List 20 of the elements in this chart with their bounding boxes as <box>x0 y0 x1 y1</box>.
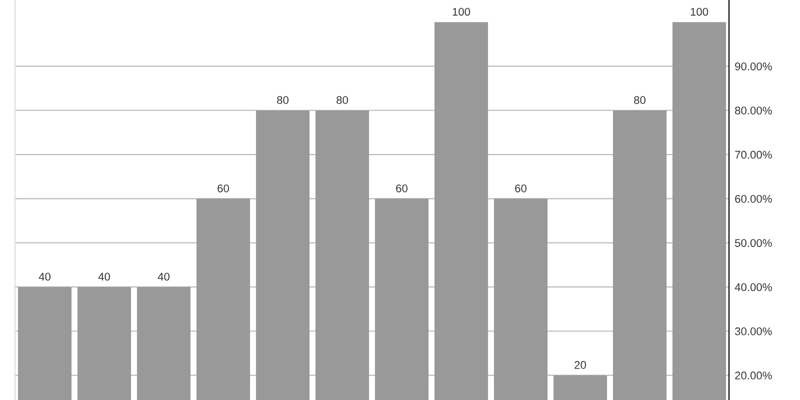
data-label: 60 <box>218 184 229 192</box>
data-label: 20 <box>574 361 586 369</box>
y-tick-label: 90.00% <box>735 62 772 70</box>
data-label: 80 <box>634 96 646 104</box>
y-tick-label: 60.00% <box>735 194 772 203</box>
y-tick-label: 80.00% <box>735 106 772 115</box>
y-tick-label: 20.00% <box>735 372 772 380</box>
data-label: 40 <box>158 272 170 281</box>
data-label: 60 <box>396 184 408 192</box>
data-label: 60 <box>515 184 526 192</box>
y-tick-label: 40.00% <box>734 283 772 292</box>
data-label: 80 <box>277 96 288 104</box>
y-tick-label: 30.00% <box>734 327 772 336</box>
y-tick-label: 50.00% <box>735 239 772 247</box>
data-label: 40 <box>38 272 50 281</box>
y-tick-label: 70.00% <box>735 150 772 159</box>
data-label: 100 <box>690 8 708 16</box>
data-label: 100 <box>452 8 470 16</box>
data-label: 40 <box>98 272 110 281</box>
data-label: 80 <box>336 96 348 104</box>
